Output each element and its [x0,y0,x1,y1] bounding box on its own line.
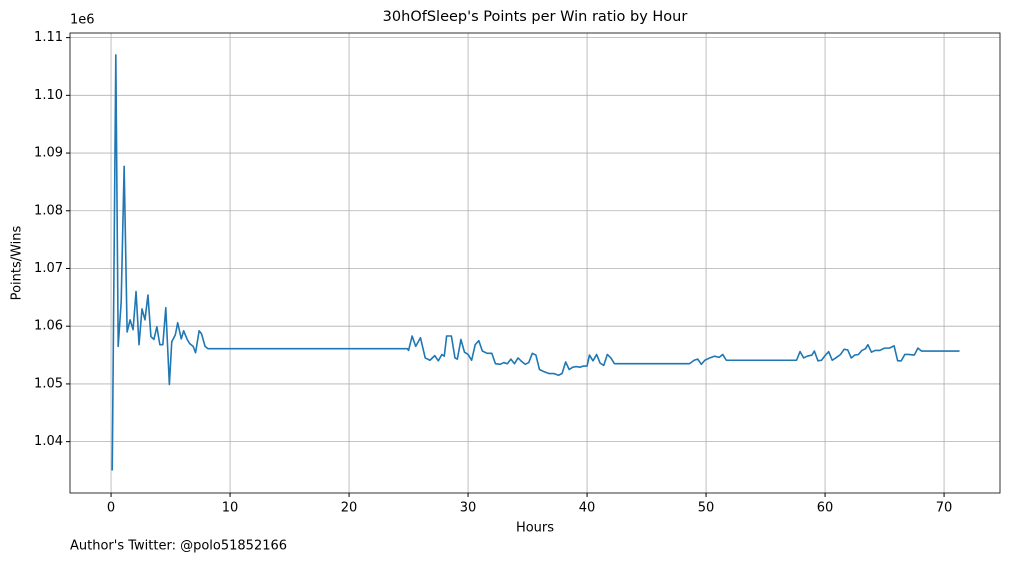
y-tick-label: 1.08 [34,203,63,218]
plot-frame [69,32,1001,494]
x-tick-label: 20 [341,501,358,516]
x-tick-label: 70 [936,501,953,516]
x-tick-label: 0 [107,501,115,516]
y-tick-label: 1.09 [34,146,63,161]
x-tick-label: 50 [698,501,715,516]
x-tick-label: 40 [579,501,596,516]
x-axis-label: Hours [516,521,554,536]
y-axis-label: Points/Wins [10,225,25,300]
y-tick-label: 1.05 [34,376,63,391]
x-tick-label: 60 [817,501,834,516]
y-tick-label: 1.07 [34,261,63,276]
chart-title: 30hOfSleep's Points per Win ratio by Hou… [383,9,688,25]
data-line [111,54,960,471]
x-tick-label: 10 [222,501,239,516]
y-tick-label: 1.04 [34,434,63,449]
y-tick-label: 1.10 [34,88,63,103]
footnote: Author's Twitter: @polo51852166 [70,539,287,554]
y-offset-label: 1e6 [70,13,95,28]
y-tick-label: 1.11 [34,30,63,45]
y-tick-label: 1.06 [34,319,63,334]
x-tick-label: 30 [460,501,477,516]
